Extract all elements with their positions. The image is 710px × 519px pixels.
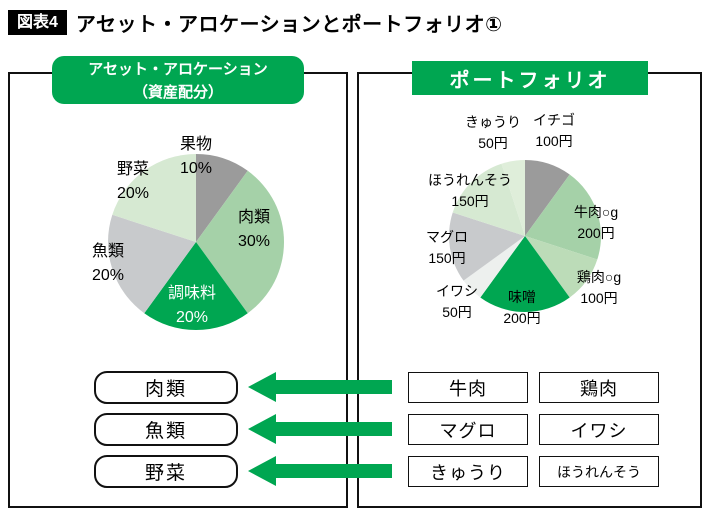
item-box-cucumber: きゅうり [408, 456, 528, 487]
category-box-fish: 魚類 [94, 413, 238, 446]
pie-1-label-5: マグロ 150円 [426, 229, 468, 266]
pie-1-label-2: 鶏肉○g 100円 [576, 269, 622, 306]
pie-1-label-1: 牛肉○g 200円 [573, 204, 619, 241]
item-box-tuna: マグロ [408, 414, 528, 445]
asset-allocation-header: アセット・アロケーション （資産配分） [52, 56, 304, 104]
pie-1-label-3: 味噌 200円 [503, 289, 541, 326]
category-box-meat: 肉類 [94, 371, 238, 404]
portfolio-header: ポートフォリオ [412, 61, 648, 95]
pie-0-label-1: 肉類 30% [237, 209, 271, 250]
pie-0-label-4: 野菜 20% [116, 161, 150, 202]
asset-allocation-header-line2: （資産配分） [132, 83, 223, 101]
figure-title: 図表4 アセット・アロケーションとポートフォリオ① [8, 8, 503, 37]
item-box-beef: 牛肉 [408, 372, 528, 403]
figure-title-text: アセット・アロケーションとポートフォリオ① [75, 14, 503, 36]
figure-number-badge: 図表4 [8, 9, 67, 36]
pie-1-label-6: ほうれんそう 150円 [428, 172, 512, 209]
pie-1-label-4: イワシ 50円 [436, 283, 478, 320]
item-box-spinach: ほうれんそう [539, 456, 659, 487]
item-box-sardine: イワシ [539, 414, 659, 445]
pie-1-label-7: きゅうり 50円 [465, 114, 521, 151]
item-box-chicken: 鶏肉 [539, 372, 659, 403]
pie-0-label-2: 調味料 20% [167, 285, 217, 326]
pie-0-label-3: 魚類 20% [91, 243, 125, 284]
pie-0-label-0: 果物 10% [179, 136, 213, 177]
asset-allocation-header-line1: アセット・アロケーション [88, 61, 268, 78]
pie-1-label-0: イチゴ 100円 [533, 112, 575, 149]
category-box-vegetable: 野菜 [94, 455, 238, 488]
